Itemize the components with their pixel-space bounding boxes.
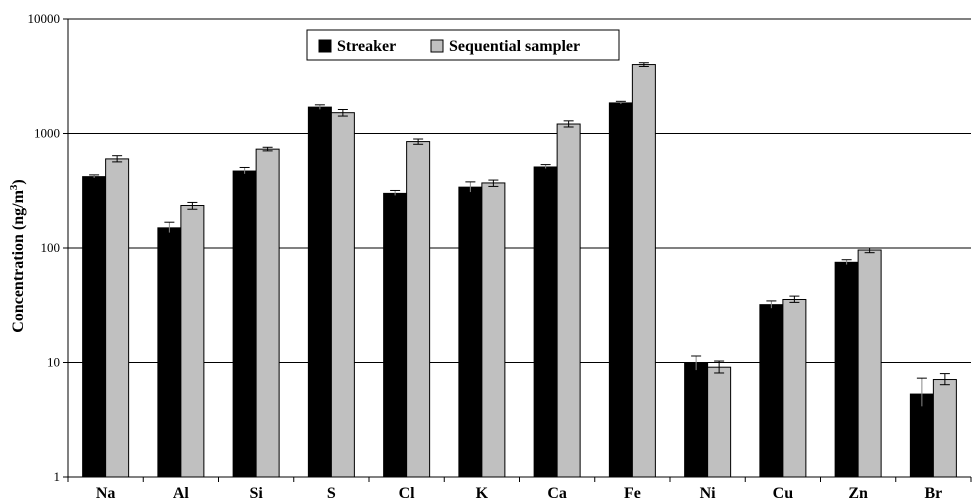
error-bar-streaker-br <box>916 377 927 408</box>
legend-swatch-sequential <box>430 39 444 53</box>
y-tick-label-10000: 10000 <box>28 11 61 26</box>
error-bar-streaker-ni <box>691 355 702 372</box>
x-category-label-s: S <box>327 485 336 502</box>
y-axis-title: Concentration (ng/m3) <box>8 179 27 332</box>
bar-sequential-al <box>180 205 205 478</box>
error-bar-sequential-k <box>488 179 499 187</box>
legend-swatch-streaker <box>318 39 332 53</box>
y-tick-label-1000: 1000 <box>34 126 60 141</box>
bar-sequential-cl <box>406 141 431 478</box>
gridlines <box>63 18 971 478</box>
error-bar-streaker-cl <box>390 189 401 197</box>
error-bar-sequential-ca <box>563 120 574 128</box>
bar-streaker-na <box>82 176 107 478</box>
x-category-label-al: Al <box>173 485 190 502</box>
x-category-label-k: K <box>476 485 489 502</box>
error-bar-sequential-al <box>187 201 198 210</box>
error-bar-sequential-cl <box>413 138 424 145</box>
x-category-label-na: Na <box>96 485 116 502</box>
error-bar-sequential-fe <box>638 62 649 67</box>
x-category-label-si: Si <box>249 485 263 502</box>
error-bar-streaker-al <box>164 221 175 234</box>
legend-label-sequential: Sequential sampler <box>449 38 580 55</box>
bar-streaker-s <box>307 106 332 478</box>
legend-label-streaker: Streaker <box>337 38 396 55</box>
bars <box>82 64 957 478</box>
bar-streaker-ca <box>533 166 558 478</box>
bar-streaker-cl <box>383 192 408 478</box>
bar-sequential-fe <box>631 64 656 478</box>
bar-streaker-ni <box>684 363 709 478</box>
bar-sequential-si <box>255 148 280 478</box>
bar-sequential-na <box>105 158 130 478</box>
bar-sequential-k <box>481 182 506 478</box>
bar-streaker-cu <box>759 304 784 478</box>
y-tick-label-100: 100 <box>41 240 61 255</box>
bar-sequential-ni <box>707 366 732 478</box>
bar-sequential-s <box>330 112 355 478</box>
x-category-label-fe: Fe <box>624 485 641 502</box>
legend-box <box>306 29 620 61</box>
error-bar-streaker-na <box>89 174 100 179</box>
y-tick-label-1: 1 <box>54 469 61 484</box>
x-category-label-zn: Zn <box>848 485 868 502</box>
x-category-label-cu: Cu <box>773 485 794 502</box>
error-bar-streaker-si <box>239 166 250 175</box>
bar-streaker-al <box>157 227 182 478</box>
x-category-label-cl: Cl <box>399 485 416 502</box>
y-tick-labels: 1 10 100 1000 10000 <box>28 11 61 484</box>
error-bar-streaker-ca <box>540 164 551 170</box>
error-bar-streaker-s <box>314 104 325 111</box>
error-bars <box>89 62 950 408</box>
bar-sequential-zn <box>857 249 882 478</box>
error-bar-sequential-br <box>939 373 950 386</box>
bar-streaker-k <box>458 186 483 478</box>
y-tick-label-10: 10 <box>47 355 60 370</box>
error-bar-sequential-ni <box>714 360 725 374</box>
error-bar-sequential-cu <box>789 295 800 303</box>
bar-streaker-si <box>232 170 257 478</box>
error-bar-streaker-k <box>465 181 476 194</box>
x-category-label-br: Br <box>924 485 942 502</box>
error-bar-streaker-cu <box>766 300 777 310</box>
error-bar-sequential-na <box>112 155 123 163</box>
x-category-label-ni: Ni <box>700 485 717 502</box>
axes <box>67 19 972 482</box>
bar-sequential-cu <box>782 298 807 478</box>
error-bar-sequential-zn <box>864 247 875 254</box>
error-bar-streaker-fe <box>615 100 626 106</box>
legend: Streaker Sequential sampler <box>306 29 620 61</box>
bar-streaker-fe <box>608 102 633 478</box>
x-category-label-ca: Ca <box>547 485 567 502</box>
x-category-labels: Na Al Si S Cl K Ca Fe Ni Cu Zn Br <box>96 485 942 502</box>
bar-streaker-zn <box>834 261 859 478</box>
bar-sequential-ca <box>556 123 581 478</box>
bar-sequential-br <box>932 379 957 478</box>
error-bar-sequential-s <box>337 109 348 117</box>
error-bar-streaker-zn <box>841 259 852 266</box>
error-bar-sequential-si <box>262 146 273 152</box>
